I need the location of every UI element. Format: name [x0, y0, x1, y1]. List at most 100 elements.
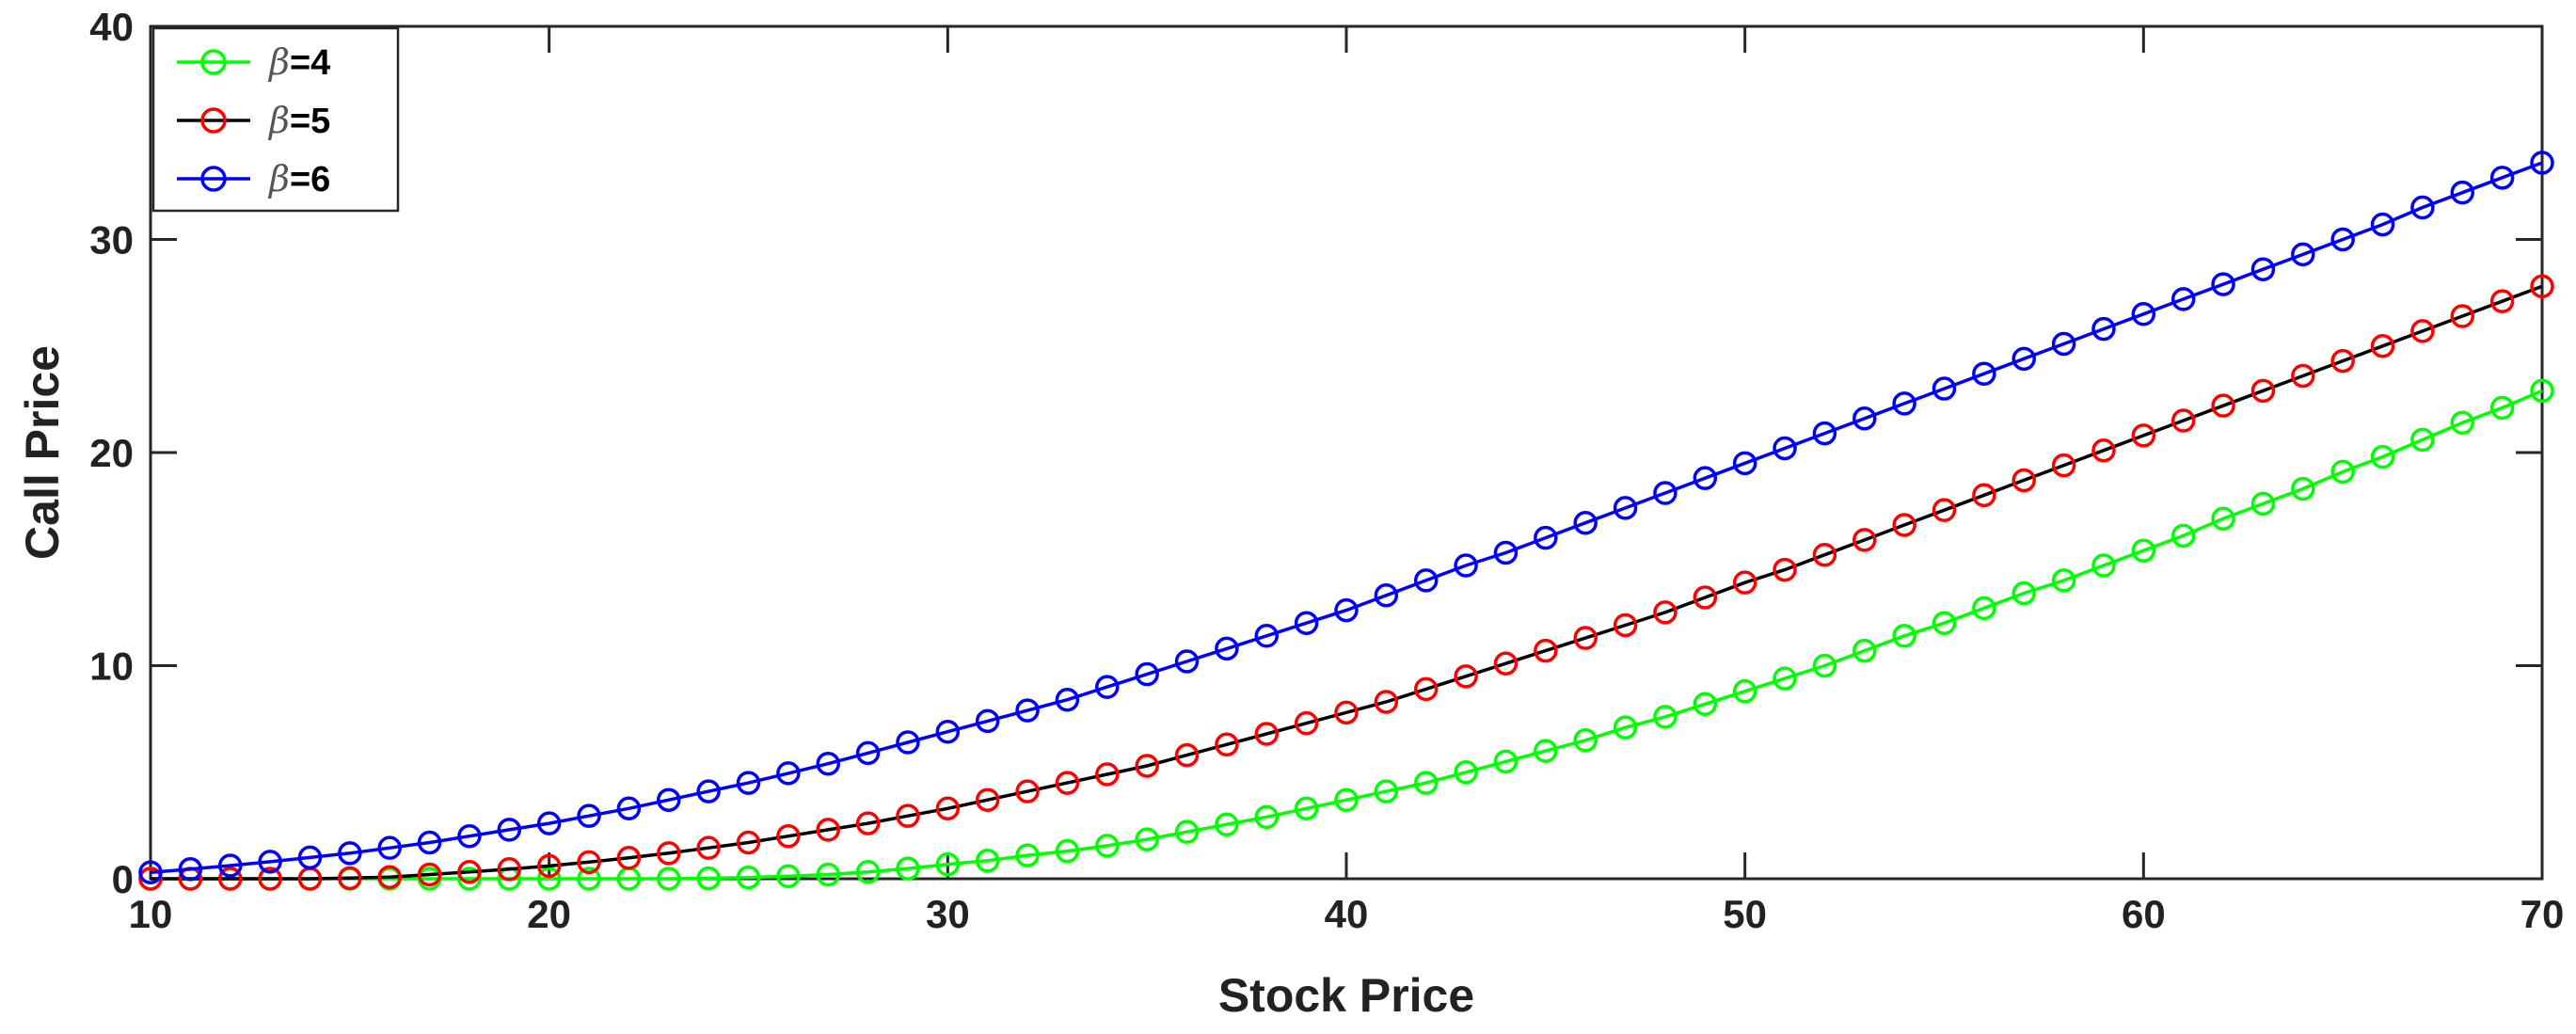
- data-point: [1095, 675, 1120, 699]
- data-point: [377, 865, 402, 889]
- data-point: [1732, 570, 1757, 595]
- y-tick-label: 30: [89, 218, 134, 262]
- data-point: [2489, 395, 2515, 421]
- data-point: [2291, 476, 2315, 501]
- data-point: [2051, 331, 2076, 357]
- data-point: [1732, 678, 1757, 704]
- data-point: [1613, 715, 1638, 740]
- data-point: [2291, 363, 2315, 389]
- data-point: [1852, 406, 1877, 431]
- data-point: [2250, 378, 2276, 404]
- data-point: [1294, 710, 1319, 736]
- data-point: [855, 740, 881, 766]
- data-point: [2211, 272, 2235, 296]
- data-point: [1174, 742, 1200, 768]
- legend-marker: [200, 166, 227, 192]
- data-point: [417, 830, 442, 855]
- data-point: [1454, 664, 1478, 689]
- legend-beta-symbol: β: [267, 41, 290, 83]
- data-point: [975, 848, 1000, 873]
- data-point: [896, 856, 920, 881]
- data-point: [1812, 653, 1837, 678]
- data-point: [178, 857, 203, 882]
- legend: β=4β=5β=6: [151, 26, 400, 213]
- data-point: [2370, 444, 2395, 469]
- data-point: [2211, 393, 2235, 418]
- legend-beta-symbol: β: [267, 158, 290, 199]
- data-point: [1852, 638, 1877, 663]
- data-point: [1732, 451, 1757, 476]
- data-point: [2250, 257, 2276, 281]
- data-point: [1653, 481, 1678, 505]
- data-point: [1334, 597, 1359, 623]
- data-point: [2330, 459, 2355, 485]
- series-line: [150, 161, 2543, 874]
- data-point: [1932, 611, 1957, 635]
- x-tick-label: 20: [527, 892, 571, 936]
- data-point: [2450, 304, 2475, 328]
- legend-label: β=4: [267, 41, 330, 83]
- data-point: [975, 787, 1000, 812]
- data-point: [2131, 423, 2156, 448]
- data-point: [657, 841, 681, 866]
- data-point: [776, 864, 801, 889]
- data-point: [2171, 523, 2196, 549]
- data-point: [1892, 513, 1916, 537]
- data-point: [1095, 834, 1120, 858]
- data-point: [1015, 843, 1040, 867]
- legend-beta-symbol: β: [267, 100, 290, 141]
- data-point: [2291, 242, 2315, 267]
- data-point: [1334, 787, 1359, 812]
- data-point: [1015, 698, 1040, 723]
- legend-value: =4: [290, 43, 330, 83]
- data-point: [536, 853, 562, 879]
- data-point: [1693, 692, 1718, 717]
- data-point: [1932, 376, 1957, 401]
- data-point: [935, 719, 961, 744]
- data-point: [2330, 227, 2355, 252]
- data-point: [1653, 600, 1678, 625]
- data-point: [1374, 779, 1399, 803]
- data-point: [2051, 568, 2076, 593]
- data-point: [457, 867, 482, 891]
- data-point: [1573, 626, 1598, 650]
- data-point: [896, 803, 920, 828]
- data-point: [2530, 378, 2554, 404]
- data-point: [816, 862, 840, 887]
- data-point: [1493, 540, 1519, 565]
- data-point: [1932, 498, 1957, 522]
- legend-marker: [200, 107, 227, 134]
- data-point: [855, 860, 881, 884]
- data-point: [1454, 760, 1478, 785]
- data-point: [2370, 334, 2395, 358]
- axes-box: [149, 24, 2544, 881]
- x-tick-label: 70: [2520, 892, 2565, 936]
- data-point: [1135, 754, 1159, 778]
- data-point: [2489, 166, 2515, 190]
- data-point: [1413, 676, 1439, 702]
- data-point: [1254, 722, 1280, 746]
- series-line: [151, 389, 2543, 881]
- data-point: [816, 751, 840, 776]
- data-point: [1135, 827, 1159, 851]
- data-point: [2211, 506, 2235, 531]
- series-1: [138, 378, 2554, 891]
- series-line: [151, 284, 2543, 881]
- data-point: [1892, 624, 1916, 648]
- data-point: [2370, 212, 2395, 237]
- y-tick-label: 10: [89, 644, 134, 689]
- data-point: [1334, 700, 1359, 725]
- data-point: [935, 796, 961, 821]
- data-point: [855, 811, 881, 835]
- data-point: [1493, 749, 1519, 774]
- data-point: [258, 850, 282, 874]
- data-point: [1534, 638, 1558, 663]
- data-point: [2091, 553, 2116, 578]
- x-tick-label: 30: [926, 892, 970, 936]
- data-point: [2131, 538, 2156, 563]
- data-point: [657, 787, 681, 812]
- data-point: [497, 818, 522, 842]
- data-point: [975, 708, 1000, 734]
